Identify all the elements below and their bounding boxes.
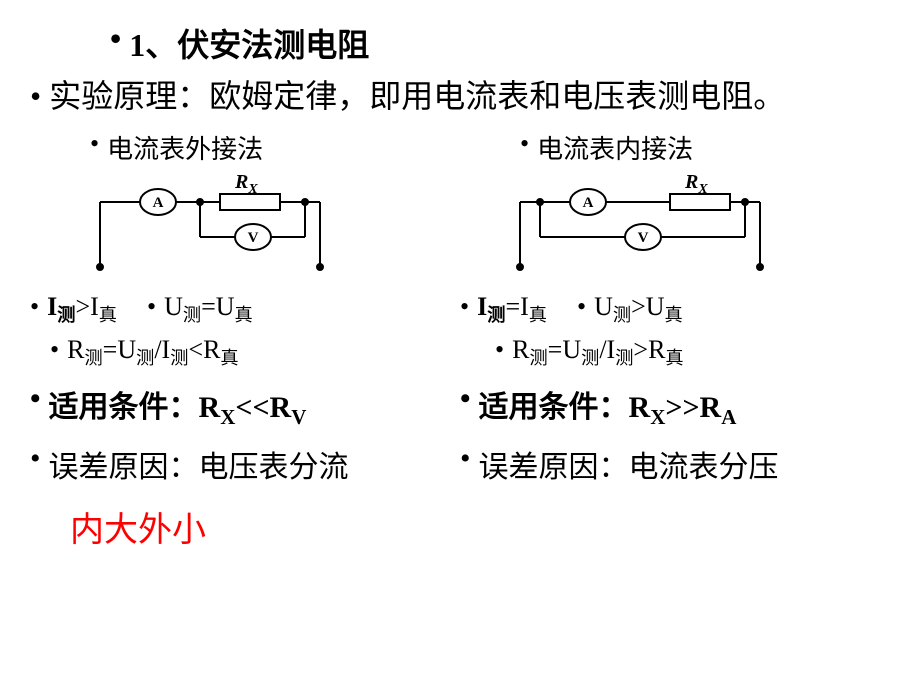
right-r-formula-line: • R测=U测/I测>R真 bbox=[495, 335, 890, 370]
right-error: 误差原因：电流表分压 bbox=[479, 442, 779, 486]
methods-row: • 电流表外接法 bbox=[30, 129, 890, 496]
left-i-relation: I测>I真 bbox=[47, 292, 117, 327]
right-circuit-diagram: A V RX bbox=[460, 172, 890, 282]
principle-text: 实验原理：欧姆定律，即用电流表和电压表测电阻。 bbox=[49, 74, 785, 119]
left-method-text: 电流表外接法 bbox=[107, 129, 263, 166]
left-condition: 适用条件：RX<<RV bbox=[49, 382, 307, 430]
right-method-label: • 电流表内接法 bbox=[520, 129, 890, 166]
bullet-icon: • bbox=[520, 129, 529, 159]
ammeter-label: A bbox=[153, 195, 164, 211]
bullet-icon: • bbox=[30, 382, 41, 416]
voltmeter-label: V bbox=[248, 230, 259, 246]
right-u-relation: U测>U真 bbox=[594, 292, 683, 327]
right-condition: 适用条件：RX>>RA bbox=[479, 382, 737, 430]
ammeter-label: A bbox=[583, 195, 594, 211]
bullet-icon: • bbox=[460, 292, 469, 322]
left-error-line: • 误差原因：电压表分流 bbox=[30, 442, 460, 486]
right-method-text: 电流表内接法 bbox=[537, 129, 693, 166]
left-iu-row: • I测>I真 • U测=U真 bbox=[30, 292, 460, 327]
right-error-line: • 误差原因：电流表分压 bbox=[460, 442, 890, 486]
bullet-icon: • bbox=[147, 292, 156, 322]
left-circuit-diagram: A V RX bbox=[30, 172, 460, 282]
right-iu-row: • I测=I真 • U测>U真 bbox=[460, 292, 890, 327]
left-method-label: • 电流表外接法 bbox=[90, 129, 460, 166]
right-r-formula: R测=U测/I测>R真 bbox=[512, 335, 684, 370]
left-error: 误差原因：电压表分流 bbox=[49, 442, 349, 486]
bullet-icon: • bbox=[30, 74, 41, 119]
bullet-icon: • bbox=[50, 335, 59, 365]
right-condition-line: • 适用条件：RX>>RA bbox=[460, 382, 890, 430]
bullet-icon: • bbox=[30, 292, 39, 322]
left-condition-line: • 适用条件：RX<<RV bbox=[30, 382, 460, 430]
bullet-icon: • bbox=[110, 20, 121, 57]
bullet-icon: • bbox=[460, 442, 471, 476]
bullet-icon: • bbox=[460, 382, 471, 416]
left-r-formula: R测=U测/I测<R真 bbox=[67, 335, 239, 370]
title-line: • 1、伏安法测电阻 bbox=[110, 20, 890, 66]
left-u-relation: U测=U真 bbox=[164, 292, 253, 327]
bullet-icon: • bbox=[577, 292, 586, 322]
left-r-formula-line: • R测=U测/I测<R真 bbox=[50, 335, 460, 370]
right-i-relation: I测=I真 bbox=[477, 292, 547, 327]
voltmeter-label: V bbox=[638, 230, 649, 246]
title-text: 1、伏安法测电阻 bbox=[129, 20, 369, 66]
bullet-icon: • bbox=[495, 335, 504, 365]
right-column: • 电流表内接法 bbox=[460, 129, 890, 496]
bullet-icon: • bbox=[30, 442, 41, 476]
bullet-icon: • bbox=[90, 129, 99, 159]
left-column: • 电流表外接法 bbox=[30, 129, 460, 496]
principle-line: • 实验原理：欧姆定律，即用电流表和电压表测电阻。 bbox=[30, 74, 890, 119]
mnemonic-text: 内大外小 bbox=[70, 502, 890, 551]
